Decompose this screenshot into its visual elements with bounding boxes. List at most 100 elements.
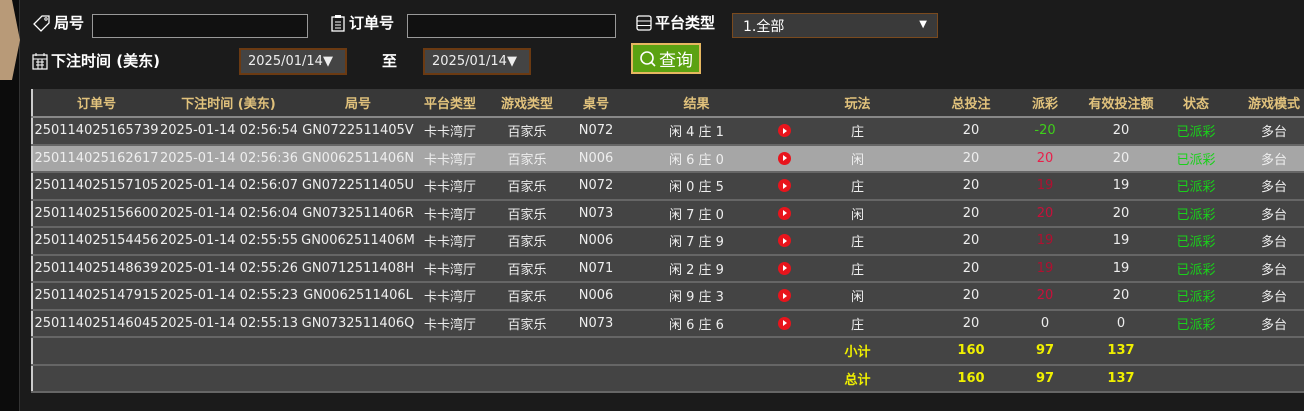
payout-cell: -20 (1021, 117, 1069, 146)
status-cell: 已派彩 (1173, 199, 1219, 228)
platform-cell: 卡卡湾厅 (419, 254, 481, 283)
date-from-picker[interactable]: 2025/01/14▼ (239, 48, 347, 75)
query-button[interactable]: 查询 (631, 43, 701, 74)
table-row[interactable]: 250114025157105 2025-01-14 02:56:07 GN0722… (32, 172, 1304, 201)
table-cell: N071 (573, 254, 619, 283)
mode-cell: 多台 (1219, 282, 1304, 311)
platform-cell: 卡卡湾厅 (419, 172, 481, 201)
result-cell: 闲 2 庄 9 (619, 254, 774, 283)
replay-cell (774, 309, 794, 338)
replay-cell (774, 172, 794, 201)
date-to-value: 2025/01/14 (432, 54, 507, 69)
bet-cell: 20 (921, 227, 1021, 256)
play-video-icon[interactable] (777, 179, 791, 193)
empty-cell (619, 364, 774, 393)
clipboard-icon (331, 14, 345, 32)
order-cell: 250114025162617 (32, 144, 160, 173)
empty-cell (32, 337, 160, 366)
table-cell: N006 (573, 227, 619, 256)
order-label-text: 订单号 (349, 14, 395, 32)
empty-cell (481, 364, 573, 393)
platform-cell: 卡卡湾厅 (419, 117, 481, 146)
side-strip (0, 0, 20, 411)
search-icon (640, 50, 656, 67)
order-cell: 250114025147915 (32, 282, 160, 311)
empty-cell (1219, 337, 1304, 366)
valid-cell: 19 (1069, 227, 1173, 256)
payout-cell: 0 (1021, 309, 1069, 338)
table-row[interactable]: 250114025162617 2025-01-14 02:56:36 GN0062… (32, 144, 1304, 173)
table-cell: N072 (573, 117, 619, 146)
table-row[interactable]: 250114025156600 2025-01-14 02:56:04 GN0732… (32, 199, 1304, 228)
game-cell: 百家乐 (481, 254, 573, 283)
game-cell: 百家乐 (481, 282, 573, 311)
column-header: 派彩 (1021, 89, 1069, 118)
table-row[interactable]: 250114025148639 2025-01-14 02:55:26 GN0712… (32, 254, 1304, 283)
status-cell: 已派彩 (1173, 254, 1219, 283)
round-cell: GN0062511406M (297, 227, 419, 256)
round-cell: GN0732511406R (297, 199, 419, 228)
table-row[interactable]: 250114025154456 2025-01-14 02:55:55 GN0062… (32, 227, 1304, 256)
play-cell: 庄 (794, 172, 921, 201)
time-cell: 2025-01-14 02:56:36 (160, 144, 297, 173)
play-video-icon[interactable] (777, 289, 791, 303)
play-cell: 庄 (794, 309, 921, 338)
play-cell: 庄 (794, 117, 921, 146)
platform-select[interactable]: 1.全部 ▼ (732, 13, 938, 38)
mode-cell: 多台 (1219, 144, 1304, 173)
valid-cell: 0 (1069, 309, 1173, 338)
play-cell: 庄 (794, 254, 921, 283)
game-cell: 百家乐 (481, 199, 573, 228)
result-cell: 闲 7 庄 9 (619, 227, 774, 256)
play-video-icon[interactable] (777, 234, 791, 248)
play-video-icon[interactable] (777, 151, 791, 165)
bet-cell: 20 (921, 144, 1021, 173)
time-cell: 2025-01-14 02:56:54 (160, 117, 297, 146)
empty-cell (297, 337, 419, 366)
column-header: 玩法 (794, 89, 921, 118)
side-tab[interactable] (0, 0, 20, 80)
empty-cell (160, 337, 297, 366)
date-to-picker[interactable]: 2025/01/14▼ (423, 48, 531, 75)
empty-cell (419, 364, 481, 393)
round-input[interactable] (92, 14, 308, 38)
table-row[interactable]: 250114025146045 2025-01-14 02:55:13 GN0732… (32, 309, 1304, 338)
calendar-icon (32, 52, 48, 70)
payout-cell: 19 (1021, 254, 1069, 283)
time-cell: 2025-01-14 02:55:55 (160, 227, 297, 256)
column-header: 平台类型 (419, 89, 481, 118)
time-cell: 2025-01-14 02:55:13 (160, 309, 297, 338)
time-cell: 2025-01-14 02:55:26 (160, 254, 297, 283)
play-video-icon[interactable] (777, 261, 791, 275)
bet-cell: 20 (921, 254, 1021, 283)
play-cell: 庄 (794, 227, 921, 256)
table-row[interactable]: 250114025147915 2025-01-14 02:55:23 GN0062… (32, 282, 1304, 311)
play-cell: 闲 (794, 282, 921, 311)
total-valid: 137 (1069, 364, 1173, 393)
column-header: 有效投注额 (1069, 89, 1173, 118)
table-row[interactable]: 250114025165739 2025-01-14 02:56:54 GN0722… (32, 117, 1304, 146)
play-video-icon[interactable] (777, 206, 791, 220)
game-cell: 百家乐 (481, 172, 573, 201)
status-cell: 已派彩 (1173, 309, 1219, 338)
empty-cell (481, 337, 573, 366)
mode-cell: 多台 (1219, 117, 1304, 146)
empty-cell (619, 337, 774, 366)
play-video-icon[interactable] (777, 316, 791, 330)
column-header: 状态 (1173, 89, 1219, 118)
play-cell: 闲 (794, 199, 921, 228)
result-cell: 闲 6 庄 0 (619, 144, 774, 173)
column-header: 局号 (297, 89, 419, 118)
empty-cell (297, 364, 419, 393)
mode-cell: 多台 (1219, 172, 1304, 201)
dropdown-arrow-icon: ▼ (322, 54, 333, 69)
table-cell: N073 (573, 199, 619, 228)
order-input[interactable] (407, 14, 616, 38)
valid-cell: 20 (1069, 144, 1173, 173)
payout-cell: 19 (1021, 227, 1069, 256)
mode-cell: 多台 (1219, 199, 1304, 228)
column-header: 总投注 (921, 89, 1021, 118)
order-cell: 250114025156600 (32, 199, 160, 228)
play-video-icon[interactable] (777, 124, 791, 138)
replay-cell (774, 199, 794, 228)
